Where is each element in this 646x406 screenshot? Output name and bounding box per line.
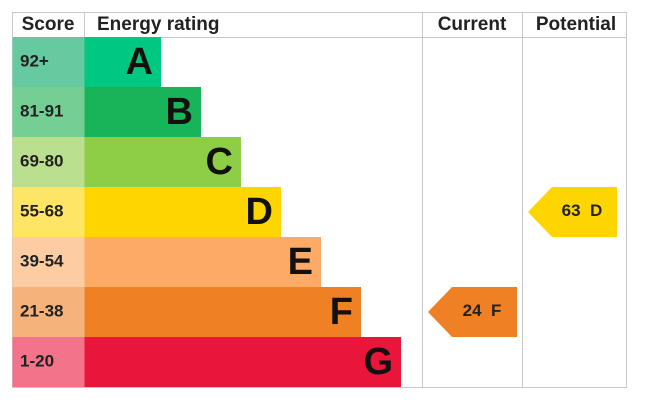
current-value: 24 bbox=[463, 301, 482, 320]
score-cell bbox=[12, 237, 85, 287]
score-label: 69-80 bbox=[20, 151, 63, 170]
rating-letter: C bbox=[206, 141, 233, 183]
rating-bar bbox=[84, 287, 361, 337]
rating-bar bbox=[84, 37, 161, 87]
score-cell bbox=[12, 337, 85, 387]
score-label: 1-20 bbox=[20, 351, 54, 370]
rating-letter: D bbox=[246, 191, 273, 233]
score-label: 39-54 bbox=[20, 251, 64, 270]
rating-letter: E bbox=[288, 241, 313, 283]
score-label: 81-91 bbox=[20, 101, 63, 120]
score-cell bbox=[12, 87, 85, 137]
header-rating: Energy rating bbox=[97, 14, 219, 35]
rating-bar bbox=[84, 337, 401, 387]
current-band: F bbox=[491, 301, 501, 320]
rating-letter: B bbox=[166, 91, 193, 133]
potential-value: 63 bbox=[562, 201, 581, 220]
current-label: 24 F bbox=[463, 301, 502, 320]
score-cell bbox=[12, 187, 85, 237]
header-potential: Potential bbox=[536, 14, 616, 35]
score-cell bbox=[12, 287, 85, 337]
rating-bar bbox=[84, 187, 281, 237]
rating-bar bbox=[84, 87, 201, 137]
rating-letter: A bbox=[126, 41, 153, 83]
score-label: 55-68 bbox=[20, 201, 63, 220]
rating-letter: G bbox=[363, 341, 393, 383]
score-cell bbox=[12, 137, 85, 187]
potential-arrow bbox=[528, 187, 617, 237]
current-arrow bbox=[428, 287, 517, 337]
header-score: Score bbox=[22, 14, 75, 35]
rating-letter: F bbox=[330, 291, 353, 333]
rating-bar bbox=[84, 137, 241, 187]
potential-label: 63 D bbox=[562, 201, 603, 220]
score-label: 92+ bbox=[20, 51, 49, 70]
score-label: 21-38 bbox=[20, 301, 63, 320]
header-current: Current bbox=[438, 14, 507, 35]
rating-bar bbox=[84, 237, 321, 287]
potential-band: D bbox=[590, 201, 602, 220]
score-cell bbox=[12, 37, 85, 87]
